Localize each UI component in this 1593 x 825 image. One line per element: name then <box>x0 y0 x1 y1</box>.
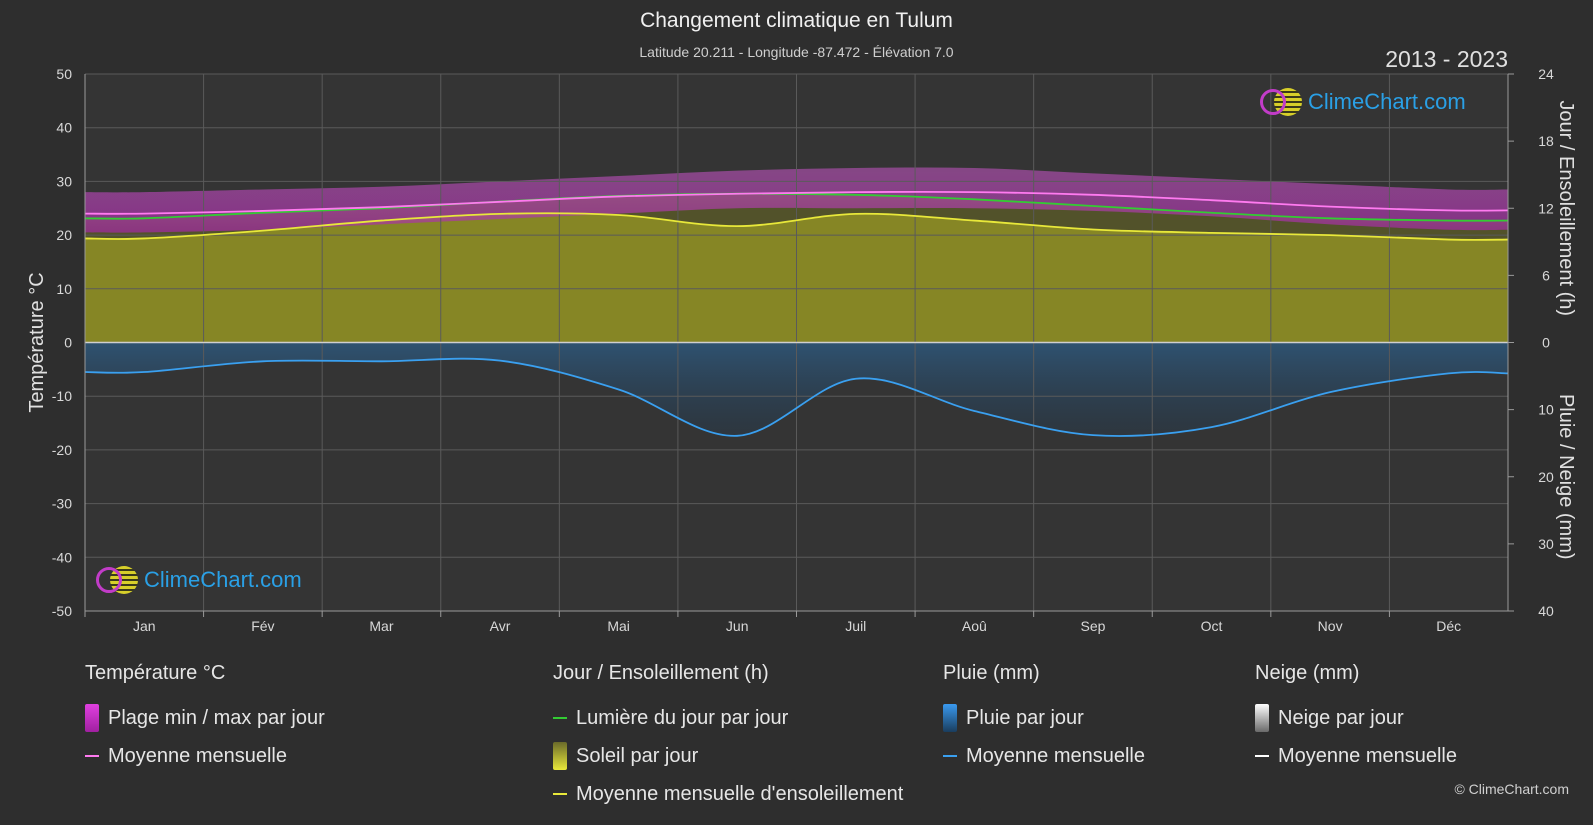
swatch-icon <box>943 755 957 757</box>
logo-ring-icon <box>96 567 122 593</box>
legend-rain: Pluie (mm) Pluie par jour Moyenne mensue… <box>943 662 1145 775</box>
legend-item-rain-daily: Pluie par jour <box>943 699 1145 737</box>
legend-label: Plage min / max par jour <box>108 706 325 729</box>
tick-label-temp: 20 <box>56 227 72 243</box>
axes-layer: 50 40 30 20 10 0 -10 -20 -30 -40 -50 24 18 12 6 0 10 20 30… <box>26 66 1577 634</box>
tick-label-temp: -20 <box>52 442 72 458</box>
legend-label: Moyenne mensuelle <box>108 744 287 767</box>
tick-label-month: Avr <box>490 618 511 634</box>
tick-label-temp: -30 <box>52 496 72 512</box>
legend-temperature: Température °C Plage min / max par jour … <box>85 662 325 775</box>
tick-label-month: Juil <box>845 618 866 634</box>
series-layer <box>84 190 1509 437</box>
tick-label-sun: 24 <box>1538 66 1554 82</box>
logo-ring-icon <box>1260 89 1286 115</box>
tick-label-month: Déc <box>1436 618 1461 634</box>
legend-label: Neige par jour <box>1278 706 1404 729</box>
tick-label-temp: -50 <box>52 603 72 619</box>
swatch-icon <box>85 704 99 732</box>
tick-label-sun: 12 <box>1538 200 1554 216</box>
legend-item-temp-mean: Moyenne mensuelle <box>85 737 325 775</box>
logo-text: ClimeChart.com <box>144 567 302 592</box>
tick-label-month: Aoû <box>962 618 987 634</box>
logo-bottom-left[interactable]: ClimeChart.com <box>96 566 302 594</box>
axis-title-right-top: Jour / Ensoleillement (h) <box>1555 100 1577 316</box>
tick-label-rain: 30 <box>1538 536 1554 552</box>
copyright: © ClimeChart.com <box>1454 781 1569 797</box>
tick-label-temp: 50 <box>56 66 72 82</box>
tick-label-temp: -10 <box>52 388 72 404</box>
legend-label: Soleil par jour <box>576 744 699 767</box>
swatch-icon <box>553 742 567 770</box>
legend-label: Moyenne mensuelle <box>966 744 1145 767</box>
logo-top-right[interactable]: ClimeChart.com <box>1260 88 1466 116</box>
legend-snow: Neige (mm) Neige par jour Moyenne mensue… <box>1255 662 1457 775</box>
tick-label-temp: 40 <box>56 120 72 136</box>
legend-label: Moyenne mensuelle d'ensoleillement <box>576 782 904 805</box>
tick-label-temp: 10 <box>56 281 72 297</box>
legend-label: Lumière du jour par jour <box>576 706 789 729</box>
tick-label-temp: -40 <box>52 549 72 565</box>
swatch-icon <box>943 704 957 732</box>
swatch-icon <box>1255 755 1269 757</box>
tick-label-sun: 0 <box>1542 335 1550 351</box>
tick-label-temp: 0 <box>64 335 72 351</box>
tick-label-rain: 10 <box>1538 402 1554 418</box>
year-range: 2013 - 2023 <box>1385 46 1508 72</box>
axis-title-left: Température °C <box>26 272 48 412</box>
legend-label: Pluie par jour <box>966 706 1084 729</box>
tick-label-temp: 30 <box>56 173 72 189</box>
legend-header: Neige (mm) <box>1255 662 1360 684</box>
axis-title-right-bottom: Pluie / Neige (mm) <box>1555 394 1577 560</box>
legend-header: Température °C <box>85 662 226 684</box>
swatch-icon <box>85 755 99 757</box>
sunshine-mean-line <box>84 212 1509 241</box>
legend-item-sunshine: Soleil par jour <box>553 737 903 775</box>
legend-item-daylight: Lumière du jour par jour <box>553 699 903 737</box>
tick-label-sun: 18 <box>1538 133 1554 149</box>
swatch-icon <box>1255 704 1269 732</box>
legend-item-rain-mean: Moyenne mensuelle <box>943 737 1145 775</box>
chart-title: Changement climatique en Tulum <box>640 9 953 32</box>
tick-label-rain: 20 <box>1538 469 1554 485</box>
tick-label-sun: 6 <box>1542 267 1550 283</box>
legend-header: Jour / Ensoleillement (h) <box>553 662 769 684</box>
grid-layer <box>84 73 1509 612</box>
tick-label-month: Jan <box>133 618 156 634</box>
chart-subtitle: Latitude 20.211 - Longitude -87.472 - Él… <box>639 44 954 60</box>
legend-label: Moyenne mensuelle <box>1278 744 1457 767</box>
daylight-line <box>84 192 1509 222</box>
tick-label-month: Mar <box>369 618 393 634</box>
legend-item-sunshine-mean: Moyenne mensuelle d'ensoleillement <box>553 775 903 813</box>
legend-header: Pluie (mm) <box>943 662 1040 684</box>
temp-mean-line <box>84 190 1509 215</box>
legend-sun: Jour / Ensoleillement (h) Lumière du jou… <box>553 662 903 813</box>
tick-label-month: Oct <box>1201 618 1223 634</box>
legend-item-temp-range: Plage min / max par jour <box>85 699 325 737</box>
tick-label-month: Nov <box>1318 618 1343 634</box>
rain-mean-line <box>84 357 1509 437</box>
legend-item-snow-daily: Neige par jour <box>1255 699 1457 737</box>
tick-label-rain: 40 <box>1538 603 1554 619</box>
swatch-icon <box>553 717 567 719</box>
tick-label-month: Sep <box>1080 618 1105 634</box>
swatch-icon <box>553 793 567 795</box>
tick-label-month: Fév <box>251 618 274 634</box>
legend-item-snow-mean: Moyenne mensuelle <box>1255 737 1457 775</box>
logo-text: ClimeChart.com <box>1308 89 1466 114</box>
tick-label-month: Mai <box>607 618 630 634</box>
tick-label-month: Jun <box>726 618 749 634</box>
